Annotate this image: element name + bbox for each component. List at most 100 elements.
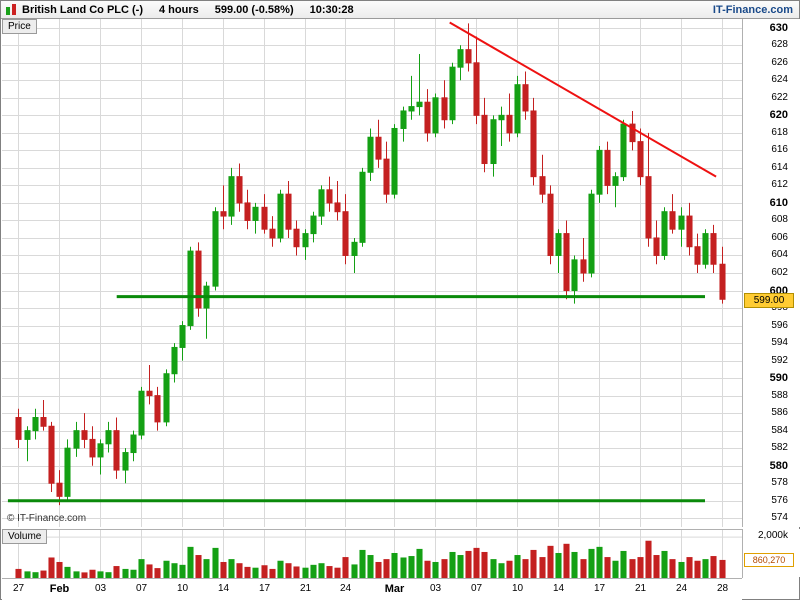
price-tick-label: 574 [771,512,788,524]
candle-body [261,206,268,230]
candle-body [391,127,398,195]
price-tick-label: 616 [771,144,788,156]
time-tick-label: 28 [716,583,729,594]
volume-bar [612,560,619,578]
volume-bar [661,550,668,578]
descending-resistance[interactable] [449,21,717,178]
candle-body [645,176,652,239]
candle-body [40,417,47,427]
volume-tick-label: 2,000k [757,530,788,542]
volume-bar [669,559,676,578]
volume-bar [580,559,587,578]
candle-body [596,149,603,195]
time-tick-label: 24 [675,583,688,594]
candle-body [465,49,472,64]
title-bar: British Land Co PLC (-) 4 hours 599.00 (… [1,1,799,19]
candle-body [424,101,431,134]
volume-bar [702,559,709,578]
instrument-name: British Land Co PLC (-) [22,3,143,16]
candle-body [334,202,341,213]
volume-bar [212,547,219,578]
volume-bar [32,572,39,578]
price-tick-label: 604 [771,249,788,261]
candle-body [629,123,636,143]
watermark-label: © IT-Finance.com [7,513,87,524]
volume-bar [261,565,268,578]
candle-body [277,193,284,239]
candle-body [604,149,611,186]
time-label: 10:30:28 [309,3,354,16]
candle-body [269,228,276,239]
volume-bar [383,559,390,578]
candle-body [359,171,366,243]
volume-bar [588,548,595,578]
price-axis[interactable]: 630 628 626 624 622 620 618 616 614 612 610 608 606 6… [743,19,800,527]
candle-body [441,97,448,121]
price-tick-label: 608 [771,214,788,226]
volume-bar [113,566,120,578]
candle-series [15,23,726,506]
price-tick-label: 624 [771,74,788,86]
candle-body [244,202,251,221]
volume-bar [179,564,186,578]
volume-bar [359,549,366,578]
candle-body [530,110,537,178]
candle-body [48,425,55,484]
price-chart-plot[interactable] [2,19,743,527]
candle-body [588,193,595,274]
last-price-badge: 599.00 [744,293,794,309]
time-tick-label: 03 [94,583,107,594]
volume-bar [56,561,63,578]
volume-bar [334,567,341,578]
volume-bar [220,561,227,578]
candle-body [285,193,292,230]
volume-bar [424,560,431,578]
volume-pane-tab[interactable]: Volume [2,529,48,544]
volume-bar [310,564,317,578]
candle-body [252,206,259,221]
candle-body [498,114,505,121]
volume-axis[interactable]: 2,000k 860,270 [743,529,800,577]
price-tick-label: 588 [771,389,788,401]
candle-body [580,259,587,274]
candle-body [563,233,570,292]
volume-bar [432,561,439,578]
volume-bar [244,566,251,578]
volume-chart-svg [2,530,742,578]
price-tick-label: 600 [769,284,788,297]
candle-body [24,430,31,440]
price-tick-label: 594 [771,337,788,349]
volume-bar [604,557,611,578]
volume-bar [555,552,562,578]
volume-bar [154,568,161,578]
time-tick-label: 14 [552,583,565,594]
candle-body [154,395,161,423]
price-chart-svg [2,19,742,527]
time-tick-label: 07 [470,583,483,594]
candle-body [514,84,521,134]
price-pane-tab[interactable]: Price [2,19,37,34]
volume-bar [678,561,685,578]
price-tick-label: 614 [771,161,788,173]
candle-body [653,237,660,256]
volume-bar [571,551,578,578]
candle-body [89,438,96,458]
volume-bar [97,571,104,578]
volume-bar [465,550,472,578]
time-axis[interactable]: 27 Feb 03 07 10 14 17 21 24 Mar 03 07 10 14 17 21 24 28 [2,578,742,600]
time-tick-label: 21 [299,583,312,594]
volume-bar [506,560,513,578]
candle-body [163,373,170,423]
volume-bar [24,571,31,578]
volume-bar [449,551,456,578]
volume-chart-plot[interactable] [2,529,743,578]
candle-body [571,259,578,292]
candle-body [539,176,546,195]
volume-bar [146,564,153,578]
volume-bar [375,561,382,578]
time-tick-label: 07 [135,583,148,594]
volume-bar [40,570,47,578]
candle-body [293,228,300,248]
volume-bars [15,540,726,578]
